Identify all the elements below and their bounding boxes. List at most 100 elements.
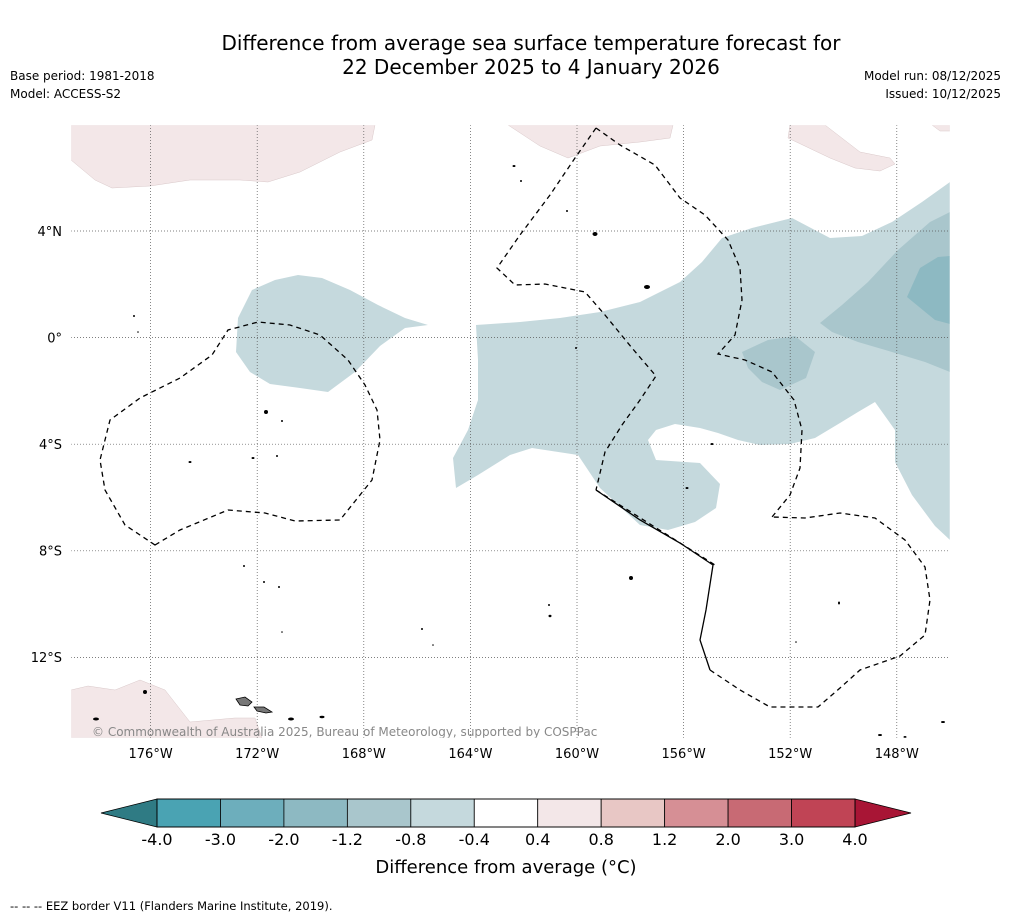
island [93, 717, 99, 721]
colorbar-bin [791, 798, 856, 828]
islands [93, 165, 945, 738]
island [566, 210, 568, 212]
model-run-date: Model run: 08/12/2025 [863, 69, 1001, 83]
title-line-1: Difference from average sea surface temp… [221, 31, 841, 55]
island-kiritimati [592, 232, 598, 236]
island-upolu [253, 706, 274, 714]
warm-patch-n-center [507, 125, 674, 159]
lat-label-8s: 8°S [39, 545, 62, 560]
cool-anomaly-patches [236, 182, 950, 540]
colorbar-bin [346, 798, 412, 828]
colorbar-bin [410, 798, 475, 828]
meta-left: Base period: 1981-2018 Model: ACCESS-S2 [10, 67, 155, 103]
island [143, 690, 147, 694]
lat-label-12s: 12°S [31, 651, 62, 666]
eez-footnote: -- -- -- EEZ border V11 (Flanders Marine… [10, 899, 333, 913]
colorbar: -4.0 -3.0 -2.0 -1.2 -0.8 -0.4 0.4 0.8 1.2 2.0 3.0 4… [100, 798, 912, 878]
colorbar-tick-label: 3.0 [779, 830, 804, 849]
colorbar-bin [727, 798, 792, 828]
island [548, 604, 550, 606]
island [838, 601, 840, 605]
copyright-notice: © Commonwealth of Australia 2025, Bureau… [92, 725, 597, 739]
warm-patch-ne-corner [931, 125, 950, 132]
map-frame [70, 124, 951, 739]
island-jarvis [644, 285, 650, 289]
colorbar-tick-label: -2.0 [268, 830, 299, 849]
eez-border-french-polynesia [595, 489, 714, 671]
colorbar-tick-label: 1.2 [652, 830, 677, 849]
island [281, 631, 283, 633]
warm-patch-nw [71, 125, 376, 189]
island-savaii [235, 696, 253, 707]
lat-label-0: 0° [47, 332, 62, 347]
colorbar-tick-label: -4.0 [141, 830, 172, 849]
cool-patch-east-mid [820, 212, 950, 372]
lon-label-168w: 168°W [342, 747, 386, 762]
island [251, 457, 255, 459]
colorbar-over-triangle [854, 798, 912, 828]
island [878, 734, 882, 736]
island [278, 586, 280, 588]
base-period: Base period: 1981-2018 [10, 69, 155, 83]
colorbar-tick-label: 4.0 [842, 830, 867, 849]
warm-anomaly-patches [71, 125, 950, 738]
island [133, 315, 135, 317]
colorbar-bin [220, 798, 285, 828]
lon-label-176w: 176°W [129, 747, 173, 762]
lat-label-4n: 4°N [38, 225, 63, 240]
eez-borders [99, 127, 931, 708]
latitude-labels: 4°N 0° 4°S 8°S 12°S [31, 225, 62, 666]
lon-label-156w: 156°W [662, 747, 706, 762]
colorbar-tick-label: -1.2 [332, 830, 363, 849]
colorbar-frame [156, 798, 856, 828]
issued-date: Issued: 10/12/2025 [885, 87, 1001, 101]
colorbar-tick-label: -3.0 [205, 830, 236, 849]
island [629, 576, 633, 580]
eez-border-kiribati-line [595, 127, 803, 518]
colorbar-tick-label: 0.4 [525, 830, 550, 849]
eez-border-tokelau [99, 321, 381, 546]
cool-patch-west [236, 275, 428, 392]
colorbar-tick-label: 0.8 [588, 830, 613, 849]
lon-label-160w: 160°W [555, 747, 599, 762]
island [421, 628, 423, 630]
colorbar-tick-labels: -4.0 -3.0 -2.0 -1.2 -0.8 -0.4 0.4 0.8 1.2 2.0 3.0 4… [141, 830, 867, 849]
colorbar-tick-label: -0.4 [459, 830, 490, 849]
map-figure: © Commonwealth of Australia 2025, Bureau… [31, 124, 951, 878]
longitude-labels: 176°W 172°W 168°W 164°W 160°W 156°W 152°… [129, 747, 920, 762]
island [520, 180, 522, 182]
colorbar-title: Difference from average (°C) [375, 857, 636, 878]
island [188, 461, 192, 463]
island [941, 721, 945, 723]
meta-right: Model run: 08/12/2025 Issued: 10/12/2025 [864, 67, 1001, 103]
colorbar-bin [473, 798, 539, 828]
colorbar-bin [600, 798, 666, 828]
island [263, 581, 265, 583]
colorbar-under-triangle [100, 798, 158, 828]
lon-label-172w: 172°W [235, 747, 279, 762]
lon-label-148w: 148°W [875, 747, 919, 762]
cool-patch-east-core [907, 256, 950, 324]
colorbar-tick-label: -0.8 [395, 830, 426, 849]
colorbar-bins [156, 798, 856, 828]
island [288, 717, 294, 721]
colorbar-bin [283, 798, 348, 828]
colorbar-tick-label: 2.0 [715, 830, 740, 849]
island [548, 614, 552, 618]
island [432, 644, 434, 646]
map-panel: © Commonwealth of Australia 2025, Bureau… [71, 125, 950, 739]
island [264, 410, 268, 414]
island [710, 443, 714, 445]
eez-border-kiribati-phoenix [496, 127, 657, 491]
chart-title: Difference from average sea surface temp… [0, 31, 1011, 79]
colorbar-bin [664, 798, 729, 828]
colorbar-bin [537, 798, 602, 828]
island [319, 715, 325, 719]
warm-patch-ne [787, 125, 896, 172]
title-line-2: 22 December 2025 to 4 January 2026 [342, 55, 720, 79]
island [685, 487, 689, 489]
lon-label-164w: 164°W [448, 747, 492, 762]
island [276, 455, 278, 457]
island [795, 641, 797, 643]
colorbar-bin [156, 798, 221, 828]
